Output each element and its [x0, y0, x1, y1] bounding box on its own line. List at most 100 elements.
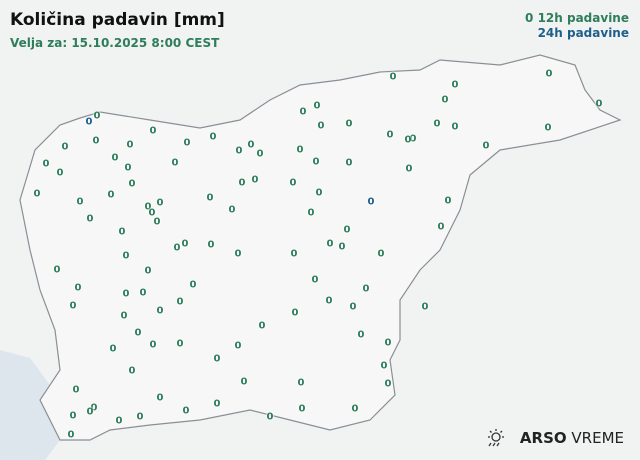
station-value[interactable]: 0 [441, 94, 449, 106]
station-value[interactable]: 0 [238, 177, 246, 189]
station-value[interactable]: 0 [69, 300, 77, 312]
station-value[interactable]: 0 [176, 338, 184, 350]
station-value[interactable]: 0 [289, 177, 297, 189]
station-value[interactable]: 0 [235, 145, 243, 157]
station-value[interactable]: 0 [317, 120, 325, 132]
station-value[interactable]: 0 [298, 403, 306, 415]
station-value[interactable]: 0 [240, 376, 248, 388]
station-value[interactable]: 0 [61, 141, 69, 153]
station-value[interactable]: 0 [56, 167, 64, 179]
station-value[interactable]: 0 [234, 248, 242, 260]
station-value[interactable]: 0 [290, 248, 298, 260]
station-value[interactable]: 0 [384, 337, 392, 349]
station-value[interactable]: 0 [326, 238, 334, 250]
station-value[interactable]: 0 [362, 283, 370, 295]
station-value[interactable]: 0 [115, 415, 123, 427]
station-value[interactable]: 0 [173, 242, 181, 254]
station-value[interactable]: 0 [111, 152, 119, 164]
station-value[interactable]: 0 [234, 340, 242, 352]
station-value[interactable]: 0 [149, 339, 157, 351]
station-value[interactable]: 0 [144, 265, 152, 277]
station-value[interactable]: 0 [182, 405, 190, 417]
station-value[interactable]: 0 [544, 122, 552, 134]
station-value[interactable]: 0 [258, 320, 266, 332]
station-value[interactable]: 0 [206, 192, 214, 204]
station-value[interactable]: 0 [213, 398, 221, 410]
station-value[interactable]: 0 [69, 410, 77, 422]
station-value[interactable]: 0 [405, 163, 413, 175]
station-value[interactable]: 0 [86, 406, 94, 418]
station-value[interactable]: 0 [313, 100, 321, 112]
station-value[interactable]: 0 [595, 98, 603, 110]
station-value[interactable]: 0 [42, 158, 50, 170]
station-value[interactable]: 0 [139, 287, 147, 299]
station-value[interactable]: 0 [482, 140, 490, 152]
station-value[interactable]: 0 [345, 157, 353, 169]
station-value[interactable]: 0 [144, 201, 152, 213]
station-value[interactable]: 0 [107, 189, 115, 201]
station-value[interactable]: 0 [296, 144, 304, 156]
station-value[interactable]: 0 [311, 274, 319, 286]
station-value[interactable]: 0 [120, 310, 128, 322]
station-value[interactable]: 0 [126, 139, 134, 151]
station-value[interactable]: 0 [122, 288, 130, 300]
station-value[interactable]: 0 [33, 188, 41, 200]
station-value[interactable]: 0 [367, 196, 375, 208]
station-value[interactable]: 0 [389, 71, 397, 83]
station-value[interactable]: 0 [109, 343, 117, 355]
station-value[interactable]: 0 [256, 148, 264, 160]
station-value[interactable]: 0 [545, 68, 553, 80]
station-value[interactable]: 0 [377, 248, 385, 260]
station-value[interactable]: 0 [444, 195, 452, 207]
station-value[interactable]: 0 [176, 296, 184, 308]
station-value[interactable]: 0 [325, 295, 333, 307]
station-value[interactable]: 0 [409, 133, 417, 145]
station-value[interactable]: 0 [386, 129, 394, 141]
arso-logo[interactable]: ARSO VREME [486, 428, 624, 448]
station-value[interactable]: 0 [349, 301, 357, 313]
station-value[interactable]: 0 [124, 162, 132, 174]
station-value[interactable]: 0 [307, 207, 315, 219]
station-value[interactable]: 0 [86, 213, 94, 225]
station-value[interactable]: 0 [74, 282, 82, 294]
station-value[interactable]: 0 [90, 402, 98, 414]
station-value[interactable]: 0 [404, 134, 412, 146]
station-value[interactable]: 0 [343, 224, 351, 236]
station-value[interactable]: 0 [315, 187, 323, 199]
station-value[interactable]: 0 [93, 110, 101, 122]
station-value[interactable]: 0 [148, 207, 156, 219]
station-value[interactable]: 0 [67, 429, 75, 441]
station-value[interactable]: 0 [156, 392, 164, 404]
station-value[interactable]: 0 [299, 106, 307, 118]
station-value[interactable]: 0 [213, 353, 221, 365]
station-value[interactable]: 0 [92, 135, 100, 147]
station-value[interactable]: 0 [171, 157, 179, 169]
station-value[interactable]: 0 [421, 301, 429, 313]
station-value[interactable]: 0 [156, 197, 164, 209]
station-value[interactable]: 0 [266, 411, 274, 423]
station-value[interactable]: 0 [338, 241, 346, 253]
station-value[interactable]: 0 [136, 411, 144, 423]
station-value[interactable]: 0 [76, 196, 84, 208]
station-value[interactable]: 0 [118, 226, 126, 238]
station-value[interactable]: 0 [384, 378, 392, 390]
station-value[interactable]: 0 [85, 116, 93, 128]
station-value[interactable]: 0 [291, 307, 299, 319]
station-value[interactable]: 0 [351, 403, 359, 415]
station-value[interactable]: 0 [451, 79, 459, 91]
station-value[interactable]: 0 [247, 139, 255, 151]
station-value[interactable]: 0 [134, 327, 142, 339]
station-value[interactable]: 0 [128, 178, 136, 190]
station-value[interactable]: 0 [181, 238, 189, 250]
station-value[interactable]: 0 [207, 239, 215, 251]
station-value[interactable]: 0 [357, 329, 365, 341]
station-value[interactable]: 0 [345, 118, 353, 130]
station-value[interactable]: 0 [128, 365, 136, 377]
station-value[interactable]: 0 [228, 204, 236, 216]
station-value[interactable]: 0 [297, 377, 305, 389]
station-value[interactable]: 0 [437, 221, 445, 233]
station-value[interactable]: 0 [209, 131, 217, 143]
station-value[interactable]: 0 [312, 156, 320, 168]
station-value[interactable]: 0 [149, 125, 157, 137]
station-value[interactable]: 0 [451, 121, 459, 133]
